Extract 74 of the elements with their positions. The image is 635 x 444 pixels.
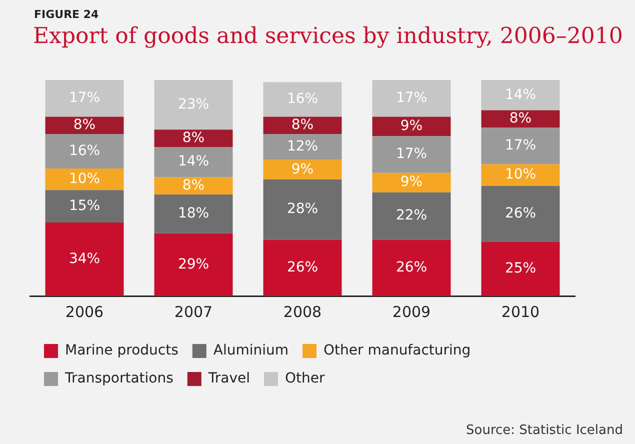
legend-label: Travel	[207, 370, 250, 387]
bar	[263, 179, 342, 240]
bar	[481, 186, 560, 242]
data-label: 10%	[68, 171, 100, 187]
x-tick-label: 2010	[501, 302, 540, 321]
bar	[45, 222, 124, 296]
data-label: 18%	[178, 206, 210, 222]
bar	[263, 116, 342, 134]
data-label: 8%	[182, 177, 205, 194]
data-label: 10%	[504, 166, 536, 183]
data-label: 15%	[68, 198, 100, 214]
data-label: 25%	[504, 260, 536, 277]
bar	[263, 134, 342, 160]
bar	[263, 160, 342, 180]
data-label: 14%	[178, 154, 210, 170]
legend-label: Other manufacturing	[324, 342, 471, 359]
chart-subtitle: FIGURE 24	[34, 8, 99, 21]
data-label: 9%	[400, 118, 423, 134]
data-label: 17%	[396, 146, 428, 162]
x-tick-label: 2007	[174, 302, 213, 321]
bar	[372, 240, 451, 296]
data-label: 8%	[182, 130, 205, 146]
bar	[263, 82, 342, 117]
data-label: 22%	[396, 208, 428, 224]
bar	[481, 128, 560, 164]
bar	[372, 80, 451, 117]
data-label: 17%	[396, 90, 428, 106]
bar	[45, 168, 124, 190]
bar	[481, 110, 560, 128]
data-label: 29%	[178, 256, 210, 272]
data-label: 26%	[396, 260, 428, 276]
bar	[481, 80, 560, 110]
bar	[154, 194, 233, 234]
bar	[154, 146, 233, 178]
legend-label: Aluminium	[213, 342, 289, 359]
bar	[154, 130, 233, 147]
legend-label: Transportations	[64, 370, 174, 387]
legend-label: Marine products	[65, 342, 178, 359]
bar	[372, 116, 451, 136]
x-tick-label: 2008	[283, 302, 322, 321]
bar	[154, 233, 233, 296]
data-label: 8%	[73, 117, 96, 133]
bar	[481, 242, 560, 296]
data-label: 28%	[286, 201, 318, 218]
bar	[154, 177, 233, 194]
data-label: 23%	[178, 96, 210, 112]
bar	[45, 190, 124, 223]
data-label: 17%	[504, 138, 536, 154]
chart-title: Export of goods and services by industry, 2006–2010	[33, 24, 623, 49]
x-tick-label: 2006	[65, 302, 104, 321]
bar	[372, 172, 451, 192]
data-label: 16%	[286, 91, 318, 108]
source-note: Source: Statistic Iceland	[466, 423, 623, 438]
bar	[45, 116, 124, 134]
bar	[154, 80, 233, 130]
x-tick-label: 2009	[392, 302, 431, 321]
bar	[372, 136, 451, 173]
data-label: 12%	[286, 138, 318, 155]
data-label: 26%	[504, 206, 536, 222]
data-label: 34%	[68, 250, 100, 267]
data-label: 14%	[504, 86, 536, 103]
bar	[263, 240, 342, 296]
data-label: 26%	[286, 260, 318, 276]
bar	[481, 164, 560, 186]
data-label: 9%	[291, 161, 314, 178]
data-label: 17%	[68, 90, 100, 106]
bar	[45, 134, 124, 169]
bar	[45, 80, 124, 117]
data-label: 16%	[68, 142, 100, 159]
data-label: 9%	[400, 174, 423, 190]
bar	[372, 192, 451, 240]
data-label: 8%	[291, 117, 314, 133]
legend-label: Other	[285, 370, 325, 387]
data-label: 8%	[509, 110, 532, 127]
